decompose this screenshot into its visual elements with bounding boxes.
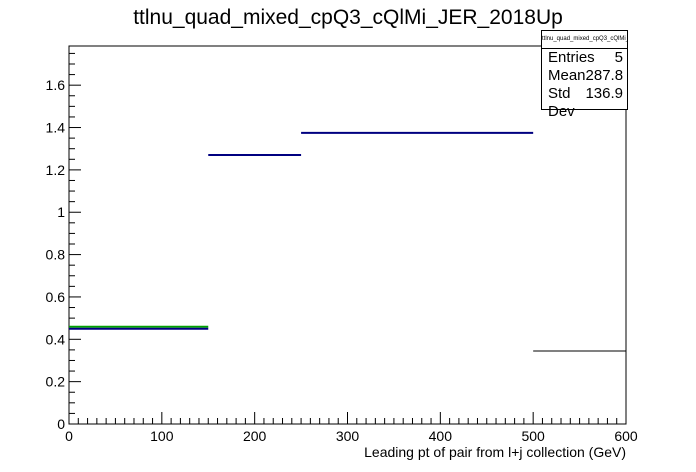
stats-stddev-value: 136.9 xyxy=(585,85,623,102)
y-tick-label: 1.6 xyxy=(46,77,66,93)
y-tick-label: 0.4 xyxy=(46,331,66,347)
chart-title: ttlnu_quad_mixed_cpQ3_cQlMi_JER_2018Up xyxy=(133,6,563,29)
stats-mean-value: 287.8 xyxy=(585,67,624,84)
stats-stddev-label: Std Dev xyxy=(548,85,575,120)
stats-mean-label: Mean xyxy=(548,67,586,84)
x-axis-label: Leading pt of pair from l+j collection (… xyxy=(364,444,626,460)
y-tick-label: 1.4 xyxy=(46,120,66,136)
y-tick-label: 0.6 xyxy=(46,289,66,305)
x-tick-label: 300 xyxy=(336,428,360,444)
x-tick-label: 600 xyxy=(614,428,638,444)
stats-entries-row: Entries 5 xyxy=(542,49,627,67)
stats-entries-label: Entries xyxy=(548,49,595,66)
y-tick-label: 0.2 xyxy=(46,374,66,390)
stats-mean-row: Mean 287.8 xyxy=(542,67,627,85)
y-tick-label: 1 xyxy=(57,204,65,220)
stats-entries-value: 5 xyxy=(614,49,623,66)
y-tick-label: 1.2 xyxy=(46,162,66,178)
stats-box: ttlnu_quad_mixed_cpQ3_cQlMi_JER_2018Up E… xyxy=(541,30,628,120)
stats-box-title: ttlnu_quad_mixed_cpQ3_cQlMi_JER_2018Up xyxy=(542,31,627,49)
x-tick-label: 100 xyxy=(150,428,174,444)
x-tick-label: 500 xyxy=(521,428,545,444)
y-tick-label: 0 xyxy=(57,416,65,432)
stats-stddev-row: Std Dev 136.9 xyxy=(542,85,627,121)
x-tick-label: 0 xyxy=(65,428,73,444)
x-tick-label: 200 xyxy=(243,428,267,444)
x-tick-label: 400 xyxy=(429,428,453,444)
y-tick-label: 0.8 xyxy=(46,247,66,263)
